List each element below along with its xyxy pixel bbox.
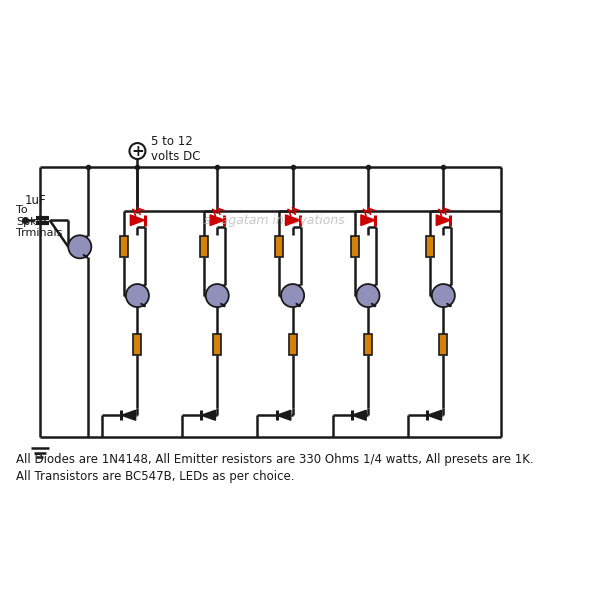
Polygon shape [201,410,215,420]
Polygon shape [286,215,300,226]
Polygon shape [436,215,451,226]
Bar [120,236,128,257]
Circle shape [356,284,380,307]
Polygon shape [121,410,136,420]
Bar [364,334,372,355]
Polygon shape [277,410,291,420]
Circle shape [126,284,149,307]
FancyArrow shape [296,304,300,307]
Bar [213,334,221,355]
Circle shape [432,284,455,307]
FancyArrow shape [221,304,225,307]
Text: All Transistors are BC547B, LEDs as per choice.: All Transistors are BC547B, LEDs as per … [16,470,295,483]
Circle shape [130,143,145,159]
Circle shape [281,284,304,307]
Polygon shape [210,215,224,226]
Bar [289,334,296,355]
Polygon shape [427,410,442,420]
Polygon shape [361,215,375,226]
Text: All Diodes are 1N4148, All Emitter resistors are 330 Ohms 1/4 watts, All presets: All Diodes are 1N4148, All Emitter resis… [16,452,533,466]
FancyArrow shape [447,304,451,307]
Text: +: + [131,143,144,158]
Bar [200,236,208,257]
FancyArrow shape [83,254,88,257]
Polygon shape [130,215,145,226]
FancyArrow shape [141,304,145,307]
Circle shape [68,235,91,259]
Text: swagatam innovations: swagatam innovations [205,214,345,227]
Bar [426,236,434,257]
Bar [439,334,448,355]
Text: 5 to 12
volts DC: 5 to 12 volts DC [151,135,200,163]
Text: 1uF: 1uF [25,194,46,207]
Polygon shape [352,410,366,420]
Bar [275,236,283,257]
Text: To
Spker
Trminals: To Spker Trminals [16,205,62,238]
Bar [133,334,142,355]
FancyArrow shape [371,304,376,307]
Circle shape [206,284,229,307]
Bar [350,236,359,257]
